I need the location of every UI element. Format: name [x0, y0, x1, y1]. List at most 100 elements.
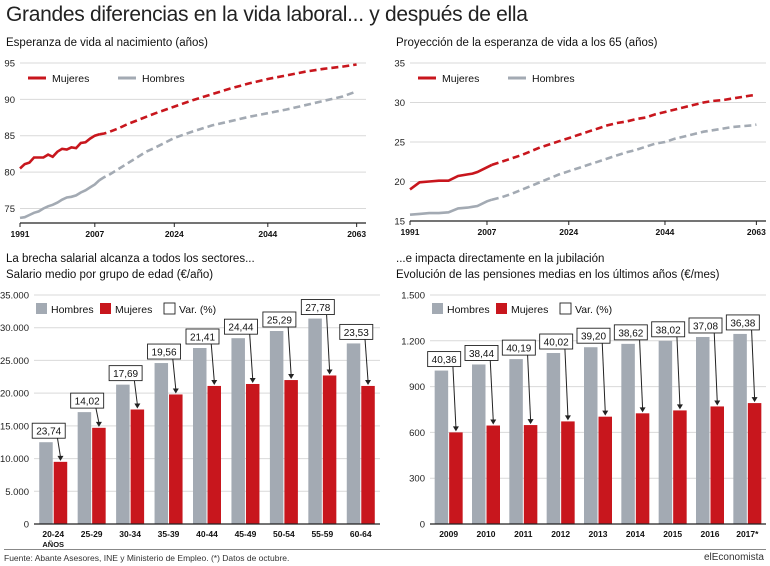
variation-arrow-head: [57, 455, 64, 461]
variation-label: 17,69: [113, 369, 138, 380]
category-label: 2011: [514, 529, 533, 539]
x-tick-label: 2063: [347, 229, 366, 239]
variation-arrow-shaft: [364, 339, 369, 381]
bar-mujeres: [92, 427, 106, 524]
variation-label: 39,20: [581, 332, 606, 343]
series-line-mujeres-projection: [491, 94, 757, 167]
salary-gap-title: La brecha salarial alcanza a todos los s…: [6, 253, 255, 265]
bar-hombres: [39, 442, 53, 524]
bar-hombres: [116, 384, 130, 524]
variation-arrow-shaft: [56, 438, 61, 457]
variation-box: [339, 323, 374, 340]
bar-mujeres: [598, 416, 612, 524]
legend-swatch: [100, 303, 111, 314]
variation-box: [464, 345, 499, 361]
legend-swatch: [496, 303, 507, 314]
bar-hombres: [658, 340, 673, 524]
legend-swatch: [163, 302, 176, 315]
variation-arrow-shaft: [713, 332, 718, 402]
variation-label: 23,74: [36, 427, 61, 438]
bar-hombres: [733, 333, 747, 524]
category-label: 60-64: [350, 529, 372, 539]
variation-arrow-shaft: [249, 334, 254, 380]
x-tick-label: 2044: [656, 227, 675, 237]
x-tick-label: 2024: [165, 229, 184, 239]
bar-mujeres: [486, 425, 500, 524]
brand-logo-text: elEconomista: [703, 552, 764, 563]
y-tick-label: 0: [420, 520, 425, 531]
salary-gap-subtitle: Salario medio por grupo de edad (€/año): [6, 269, 214, 281]
y-tick-label: 80: [4, 168, 15, 179]
variation-arrow-head: [172, 388, 179, 394]
legend-label: Hombres: [447, 304, 490, 316]
variation-label: 37,08: [693, 321, 718, 332]
variation-arrow-shaft: [326, 314, 331, 371]
bar-mujeres: [130, 409, 145, 524]
variation-label: 21,41: [190, 332, 215, 343]
bar-hombres: [621, 343, 635, 524]
series-line-hombres-historical: [409, 198, 493, 216]
y-tick-label: 25: [394, 138, 405, 149]
category-unit-label: AÑOS: [42, 540, 64, 549]
x-tick-label: 2007: [478, 227, 497, 237]
life-expectancy-birth-subtitle: Esperanza de vida al nacimiento (años): [6, 37, 209, 49]
variation-arrow-shaft: [676, 336, 681, 406]
variation-arrow-shaft: [751, 329, 756, 399]
bar-mujeres: [207, 385, 221, 524]
category-label: 50-54: [273, 529, 295, 539]
y-tick-label: 5.000: [5, 487, 29, 498]
y-tick-label: 10.000: [0, 454, 29, 465]
variation-label: 36,38: [730, 318, 755, 329]
y-tick-label: 900: [409, 382, 425, 393]
variation-box: [725, 314, 760, 331]
category-label: 55-59: [311, 529, 333, 539]
page-title: Grandes diferencias en la vida laboral..…: [6, 3, 528, 26]
variation-label: 25,29: [267, 315, 292, 326]
variation-arrow-shaft: [527, 355, 532, 421]
variation-arrow-head: [95, 421, 102, 427]
category-label: 25-29: [81, 529, 103, 539]
y-tick-label: 600: [409, 428, 425, 439]
bar-hombres: [509, 359, 523, 524]
bar-hombres: [472, 364, 486, 524]
legend-label-mujeres: Mujeres: [442, 73, 479, 85]
variation-arrow-shaft: [172, 358, 177, 390]
category-label: 2017*: [736, 529, 759, 539]
variation-arrow-head: [714, 400, 721, 406]
x-tick-label: 2044: [258, 229, 277, 239]
bar-hombres: [308, 318, 322, 524]
category-label: 35-39: [158, 529, 180, 539]
variation-arrow-head: [452, 426, 459, 432]
category-label: 30-34: [119, 529, 141, 539]
y-tick-label: 25.000: [0, 356, 29, 367]
variation-box: [651, 321, 686, 338]
bar-hombres: [193, 347, 207, 524]
y-tick-label: 15.000: [0, 421, 29, 432]
x-tick-label: 2024: [559, 227, 578, 237]
category-label: 2010: [477, 529, 496, 539]
variation-label: 38,44: [469, 349, 494, 360]
footer-divider: [4, 549, 766, 550]
pensions-subtitle: Evolución de las pensiones medias en los…: [396, 269, 720, 281]
variation-box: [501, 339, 536, 356]
bar-mujeres: [284, 380, 298, 524]
bar-hombres: [154, 363, 169, 524]
y-tick-label: 1.500: [401, 291, 425, 302]
variation-label: 23,53: [344, 328, 369, 339]
y-tick-label: 20: [394, 177, 405, 188]
category-label: 45-49: [235, 529, 257, 539]
variation-arrow-head: [249, 377, 256, 383]
variation-arrow-shaft: [210, 343, 215, 381]
variation-box: [31, 422, 66, 439]
category-label: 2012: [551, 529, 570, 539]
variation-box: [147, 343, 182, 360]
legend-label-mujeres: Mujeres: [52, 73, 89, 85]
variation-label: 27,78: [305, 303, 330, 314]
variation-arrow-head: [288, 374, 295, 380]
variation-arrow-shaft: [452, 366, 457, 428]
y-tick-label: 75: [4, 204, 15, 215]
variation-label: 14,02: [75, 397, 100, 408]
y-tick-label: 35.000: [0, 291, 29, 302]
